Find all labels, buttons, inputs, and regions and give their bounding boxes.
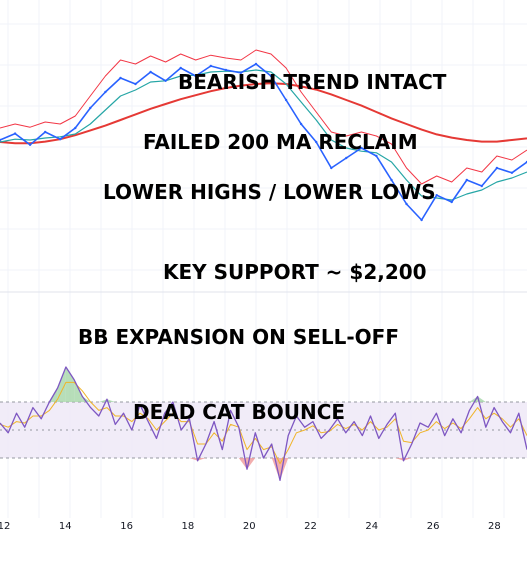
price-point bbox=[330, 166, 333, 170]
annotation-lower-highs: LOWER HIGHS / LOWER LOWS bbox=[103, 180, 436, 204]
price-point bbox=[224, 68, 228, 72]
price-line-ma-200 bbox=[0, 82, 527, 145]
oversold-fill bbox=[189, 458, 198, 461]
price-point bbox=[119, 76, 122, 80]
overbought-fill bbox=[107, 399, 116, 402]
price-point bbox=[209, 64, 212, 68]
price-point bbox=[164, 79, 167, 83]
x-tick-label: 22 bbox=[304, 521, 317, 532]
price-point bbox=[510, 171, 514, 174]
price-point bbox=[194, 74, 197, 78]
oscillator-series-group bbox=[0, 366, 527, 482]
price-point bbox=[390, 178, 393, 182]
price-point bbox=[74, 126, 77, 130]
x-tick-label: 14 bbox=[59, 521, 72, 532]
x-tick-label: 26 bbox=[427, 521, 440, 532]
annotation-dead-cat: DEAD CAT BOUNCE bbox=[133, 400, 345, 424]
x-tick-label: 12 bbox=[0, 521, 10, 532]
x-tick-label: 16 bbox=[120, 521, 133, 532]
price-point bbox=[254, 62, 258, 66]
oscillator-line-oscillator bbox=[0, 366, 527, 482]
price-point bbox=[59, 138, 62, 141]
overbought-fill bbox=[65, 367, 75, 402]
price-point bbox=[360, 146, 363, 150]
price-point bbox=[465, 178, 468, 182]
oscillator-line-signal bbox=[0, 381, 527, 465]
oversold-fill bbox=[271, 458, 280, 481]
oversold-fill bbox=[279, 458, 289, 481]
annotation-failed-reclaim: FAILED 200 MA RECLAIM bbox=[143, 130, 418, 154]
annotations: BEARISH TREND INTACT FAILED 200 MA RECLA… bbox=[78, 70, 447, 424]
price-point bbox=[420, 218, 423, 222]
price-point bbox=[239, 71, 243, 75]
annotation-bb-expansion: BB EXPANSION ON SELL-OFF bbox=[78, 325, 399, 349]
price-point bbox=[435, 194, 438, 197]
oscillator-panel bbox=[0, 366, 527, 482]
price-point bbox=[89, 106, 92, 110]
price-point bbox=[104, 90, 107, 94]
x-tick-label: 24 bbox=[365, 521, 378, 532]
price-point bbox=[405, 202, 408, 206]
overbought-fill bbox=[82, 396, 91, 402]
price-point bbox=[13, 132, 17, 135]
price-point bbox=[315, 140, 318, 144]
price-point bbox=[0, 138, 2, 142]
price-point bbox=[28, 143, 32, 146]
price-point bbox=[480, 184, 483, 188]
price-series-group bbox=[0, 49, 527, 222]
x-tick-label: 20 bbox=[243, 521, 256, 532]
price-point bbox=[450, 200, 453, 204]
price-point bbox=[179, 66, 182, 70]
price-point bbox=[375, 154, 378, 158]
price-point bbox=[44, 130, 47, 134]
price-point bbox=[299, 122, 303, 126]
x-axis: 12 14 16 18 20 22 24 26 28 bbox=[0, 521, 501, 532]
overbought-fill bbox=[57, 367, 66, 402]
oversold-fill bbox=[395, 458, 404, 461]
price-line-bb-upper bbox=[0, 49, 527, 185]
annotation-bearish-trend: BEARISH TREND INTACT bbox=[178, 70, 447, 94]
price-point bbox=[495, 166, 499, 170]
price-point bbox=[149, 70, 152, 74]
price-point bbox=[345, 156, 348, 160]
overbought-fill bbox=[477, 396, 486, 402]
overbought-fill bbox=[98, 399, 108, 402]
price-panel bbox=[0, 49, 527, 222]
price-point bbox=[269, 74, 273, 78]
annotation-key-support: KEY SUPPORT ~ $2,200 bbox=[163, 260, 427, 284]
price-point bbox=[134, 82, 137, 86]
x-tick-label: 18 bbox=[182, 521, 195, 532]
price-line-price bbox=[0, 63, 527, 221]
oversold-fill bbox=[403, 458, 412, 461]
oversold-fill bbox=[197, 458, 206, 461]
x-tick-label: 28 bbox=[488, 521, 501, 532]
price-point bbox=[284, 98, 288, 102]
